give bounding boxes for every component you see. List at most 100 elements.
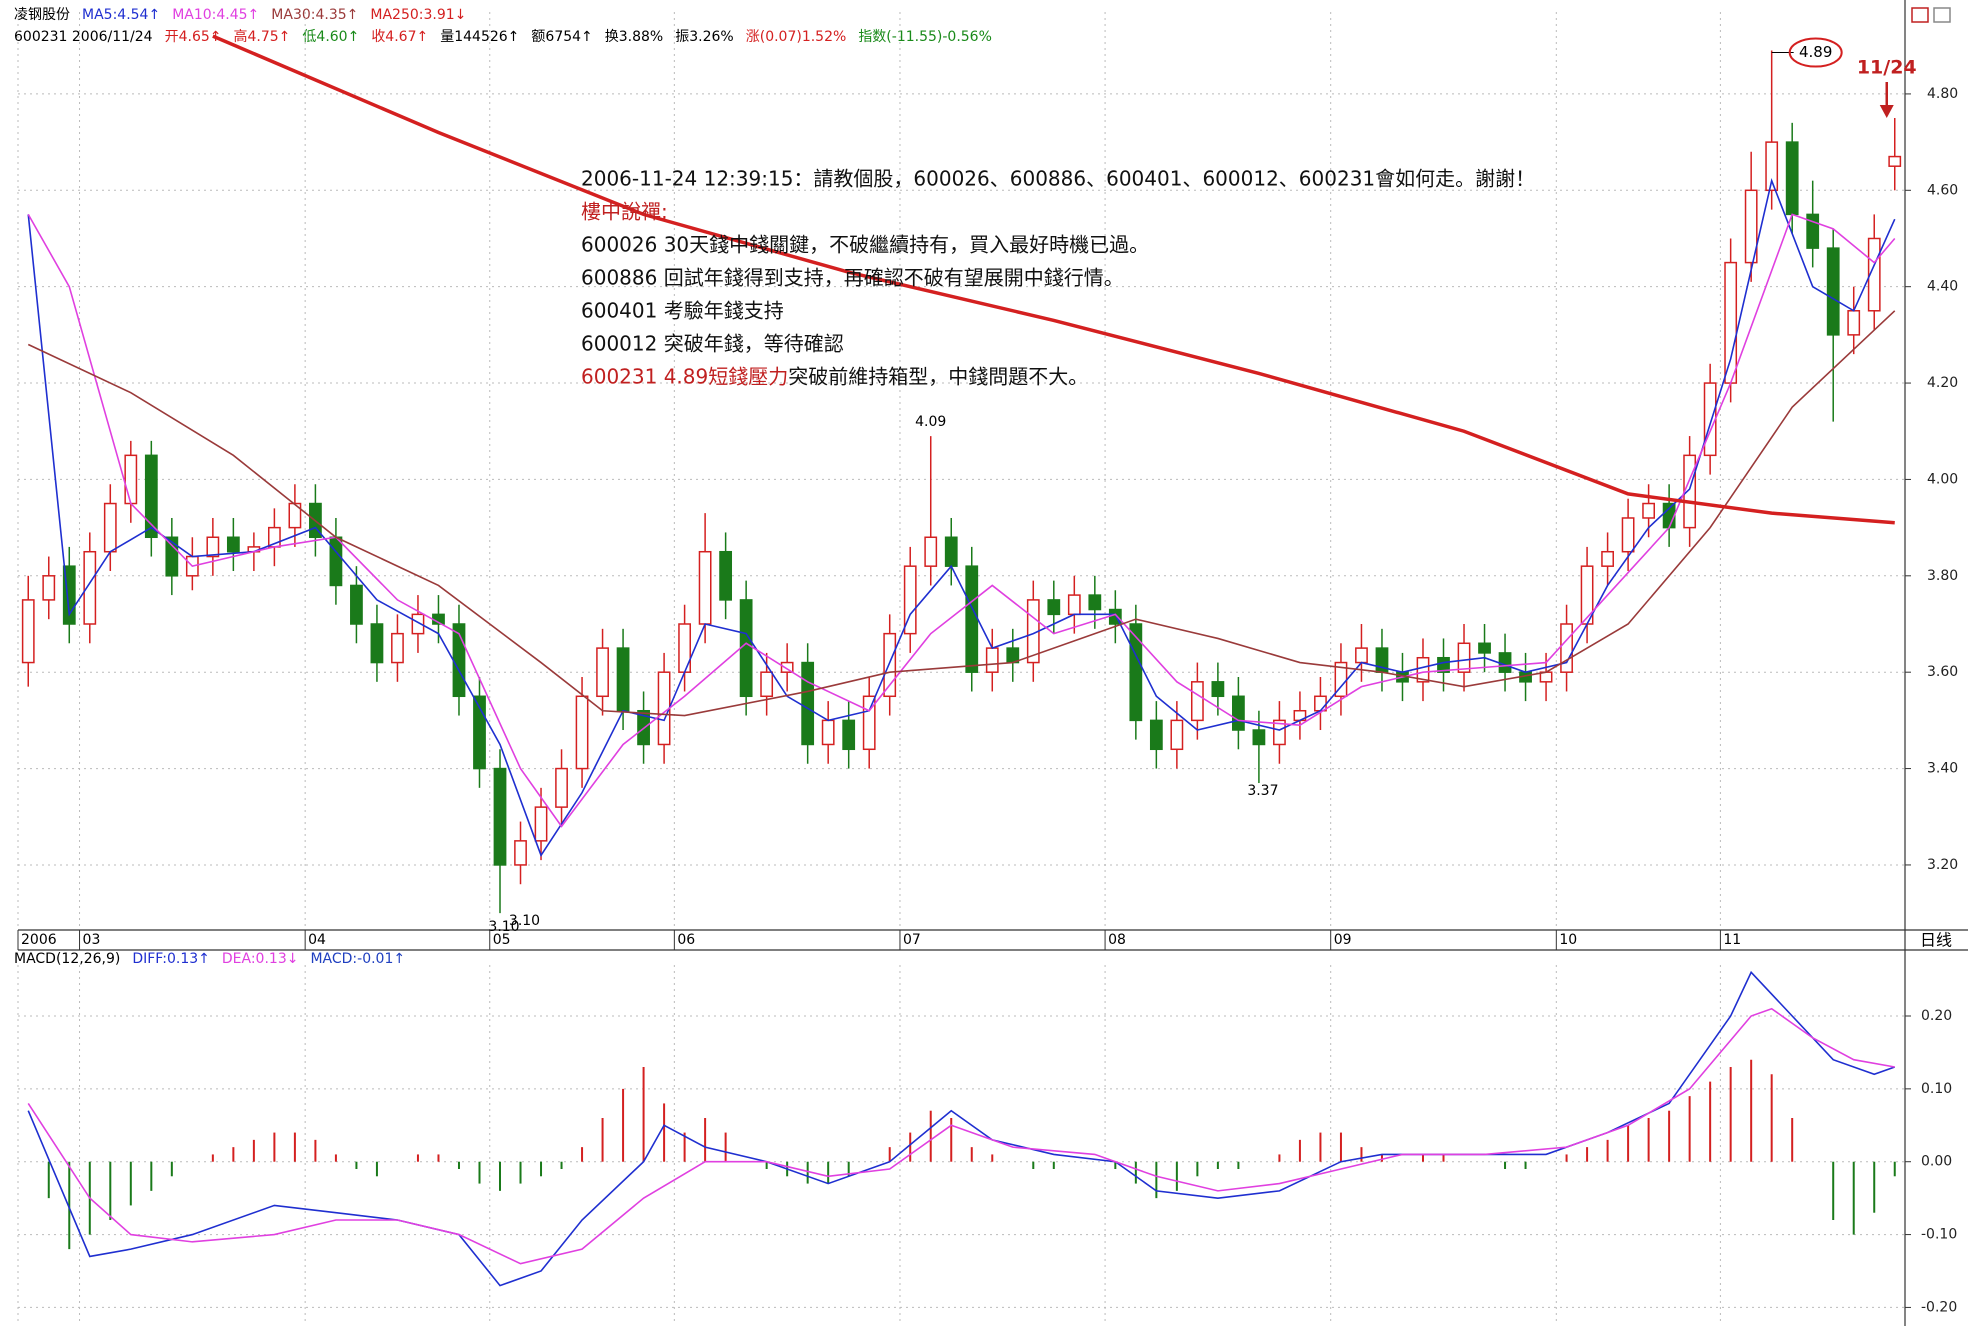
- candle-body: [821, 719, 835, 746]
- candle-body: [1437, 656, 1450, 673]
- candle-body: [124, 454, 138, 505]
- ma-line: [27, 213, 1896, 828]
- candle-body: [1457, 642, 1471, 673]
- candle-body: [370, 623, 384, 664]
- y-tick-label: 3.80: [1927, 568, 1958, 584]
- candle-body: [1601, 550, 1614, 567]
- candle-body: [575, 695, 589, 770]
- candle-body: [534, 806, 548, 842]
- candle-body: [1416, 656, 1430, 683]
- candle-body: [1149, 719, 1163, 751]
- toolbar-icon[interactable]: [1911, 7, 1929, 23]
- header-text: MACD:-0.01↑: [310, 951, 405, 967]
- price-label: 3.37: [1247, 783, 1278, 799]
- header-text: 低4.60↑: [302, 29, 359, 45]
- candle-body: [1129, 623, 1143, 722]
- y-tick-label: 0.20: [1921, 1008, 1952, 1024]
- candle-body: [616, 647, 630, 712]
- candle-body: [985, 647, 999, 673]
- candle-body: [1826, 247, 1840, 336]
- y-tick-label: 4.40: [1927, 279, 1958, 295]
- candle-body: [596, 647, 609, 698]
- note-text: 600012 突破年錢，等待確認: [581, 332, 844, 356]
- candle-body: [1642, 502, 1656, 519]
- toolbar-icon[interactable]: [1933, 7, 1951, 23]
- candle-body: [965, 565, 979, 673]
- candle-body: [1744, 189, 1758, 264]
- note-text: 600231 4.89短錢壓力: [581, 365, 788, 389]
- header-text: 量144526↑: [440, 29, 519, 45]
- candle-body: [924, 536, 938, 567]
- candle-body: [1683, 454, 1697, 529]
- candle-body: [514, 840, 527, 866]
- x-tick-label: 09: [1334, 932, 1352, 948]
- y-tick-label: -0.20: [1921, 1299, 1957, 1315]
- x-tick-label: 2006: [21, 932, 57, 948]
- header-text: DIFF:0.13↑: [132, 951, 210, 967]
- header-text: MA10:4.45↑: [172, 7, 259, 23]
- candle-body: [1888, 155, 1902, 167]
- candle-body: [1314, 695, 1327, 712]
- y-tick-label: 3.40: [1927, 761, 1958, 777]
- candle-body: [1662, 502, 1676, 529]
- candle-body: [83, 550, 97, 625]
- header-text: 凌钢股份: [14, 7, 70, 23]
- candle-body: [493, 767, 507, 866]
- y-tick-label: -0.10: [1921, 1227, 1957, 1243]
- ma-line: [27, 310, 1896, 717]
- period-label: 日线: [1920, 931, 1952, 950]
- x-tick-label: 04: [308, 932, 326, 948]
- candle-body: [780, 661, 794, 673]
- y-tick-label: 4.80: [1927, 86, 1958, 102]
- candle-body: [1190, 681, 1204, 722]
- candle-body: [1088, 594, 1102, 611]
- candle-body: [760, 671, 774, 698]
- candle-body: [719, 550, 733, 601]
- candle-body: [862, 695, 876, 751]
- note-text: 600026 30天錢中錢關鍵，不破繼續持有，買入最好時機已過。: [581, 233, 1149, 257]
- candle-body: [801, 661, 815, 746]
- y-tick-label: 4.60: [1927, 182, 1958, 198]
- x-tick-label: 05: [493, 932, 511, 948]
- candle-body: [1498, 652, 1512, 673]
- candle-body: [1560, 623, 1573, 673]
- x-tick-label: 11: [1723, 932, 1741, 948]
- y-tick-label: 4.00: [1927, 471, 1958, 487]
- header-text: DEA:0.13↓: [222, 951, 299, 967]
- candle-body: [42, 575, 56, 601]
- x-tick-label: 06: [677, 932, 695, 948]
- candle-body: [1170, 719, 1184, 751]
- candle-body: [678, 623, 691, 673]
- candle-body: [226, 536, 240, 553]
- candle-body: [1703, 382, 1717, 457]
- price-label: 3.10: [509, 913, 540, 929]
- header-text: 600231 2006/11/24: [14, 29, 153, 45]
- note-text: 2006-11-24 12:39:15：請教個股，600026、600886、6…: [581, 167, 1535, 191]
- x-tick-label: 10: [1559, 932, 1577, 948]
- x-tick-label: 07: [903, 932, 921, 948]
- note-text: 突破前維持箱型，中錢問題不大。: [788, 365, 1088, 389]
- candle-body: [473, 695, 486, 770]
- price-label: 3.10: [488, 919, 519, 935]
- candle-body: [903, 565, 917, 635]
- header-text: MA30:4.35↑: [271, 7, 358, 23]
- candle-body: [350, 584, 363, 625]
- candle-body: [1621, 517, 1635, 553]
- candle-body: [944, 536, 958, 567]
- candle-body: [165, 536, 179, 577]
- candle-body: [103, 502, 117, 553]
- y-tick-label: 3.60: [1927, 664, 1958, 680]
- y-tick-label: 0.00: [1921, 1154, 1952, 1170]
- y-tick-label: 4.20: [1927, 375, 1958, 391]
- candle-body: [1867, 237, 1881, 312]
- header-text: MA5:4.54↑: [82, 7, 160, 23]
- candle-body: [1211, 681, 1225, 698]
- candle-body: [329, 536, 343, 587]
- header-text: 高4.75↑: [234, 28, 291, 45]
- arrow-head: [1879, 105, 1894, 118]
- candle-body: [1847, 310, 1861, 336]
- candle-body: [555, 767, 568, 808]
